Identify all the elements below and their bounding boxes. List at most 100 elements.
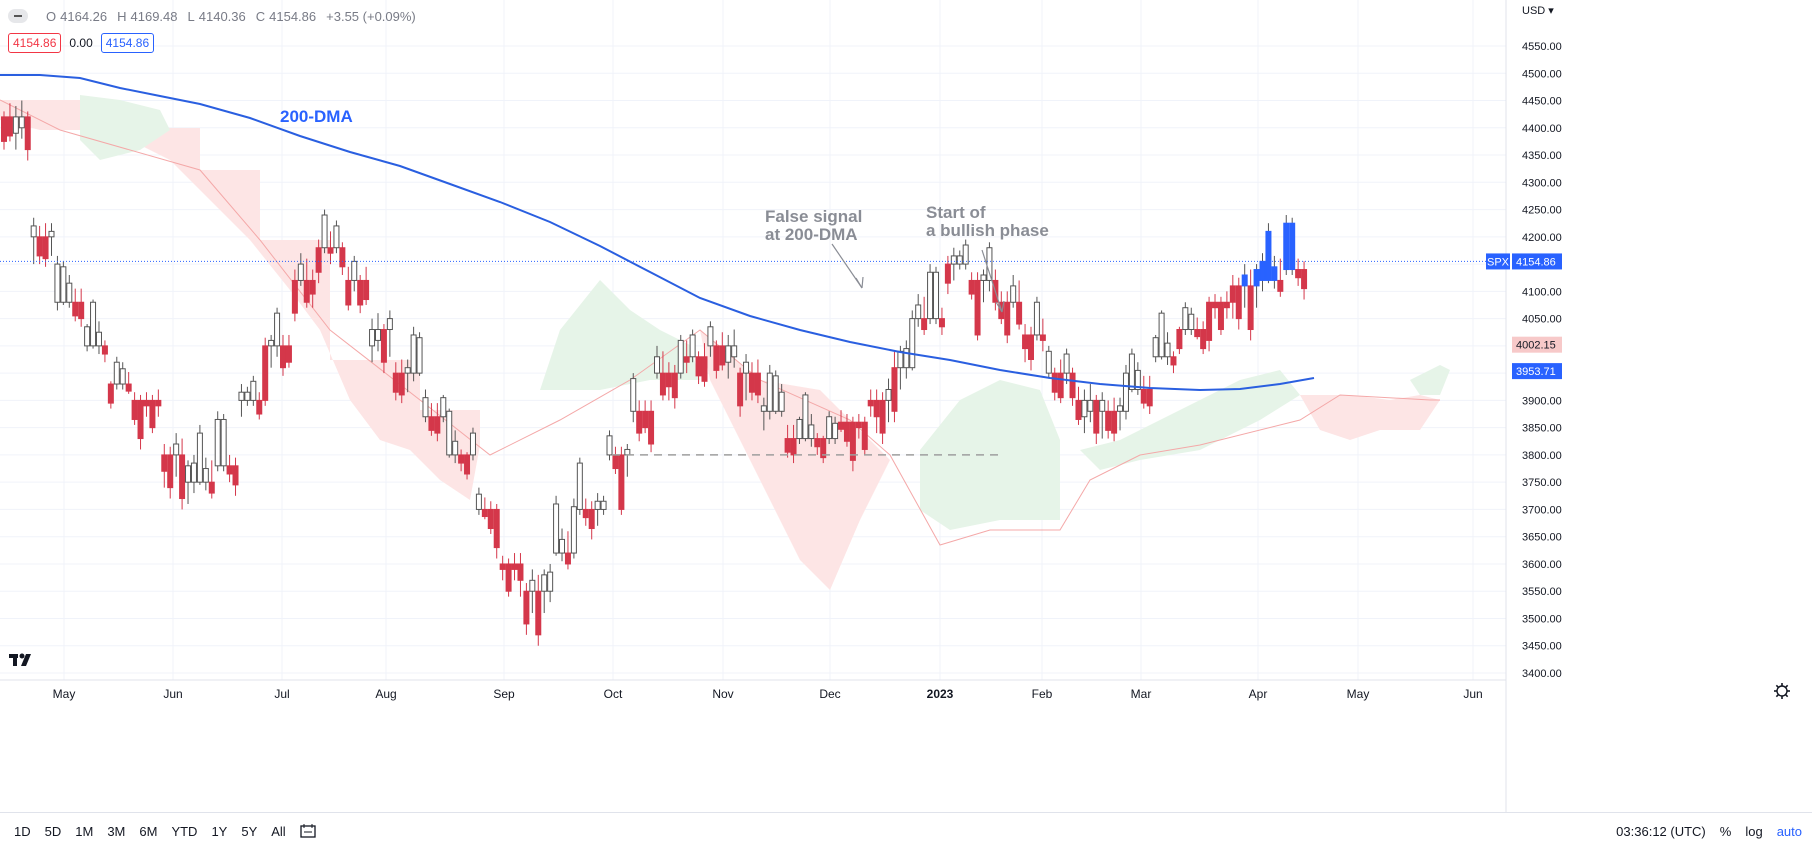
candle xyxy=(1182,302,1189,335)
candle-body xyxy=(303,279,310,303)
candle xyxy=(600,495,607,515)
buy-button[interactable]: 4154.86 xyxy=(100,33,155,53)
candle xyxy=(161,444,168,488)
range-1y[interactable]: 1Y xyxy=(211,824,228,839)
candle-body xyxy=(333,225,340,249)
candle xyxy=(606,430,613,461)
candle xyxy=(309,269,316,308)
candle-body xyxy=(855,421,862,429)
candle-body xyxy=(748,372,755,393)
candle xyxy=(748,362,755,401)
candle-body xyxy=(339,247,346,268)
candle-body xyxy=(719,345,726,366)
candle xyxy=(469,427,476,461)
range-1m[interactable]: 1M xyxy=(75,824,94,839)
candle-body xyxy=(624,448,631,456)
settings-icon[interactable] xyxy=(1774,683,1790,699)
candle-body xyxy=(826,416,833,440)
candle-body xyxy=(885,388,892,401)
date-range-icon[interactable] xyxy=(300,824,316,841)
range-6m[interactable]: 6M xyxy=(139,824,158,839)
candle xyxy=(1206,296,1213,352)
candle-body xyxy=(1004,301,1011,336)
candle xyxy=(731,329,738,368)
candle-body xyxy=(820,438,827,459)
range-1d[interactable]: 1D xyxy=(14,824,31,839)
candle xyxy=(648,400,655,453)
candle-body xyxy=(36,236,43,257)
candle-body xyxy=(1176,329,1183,350)
collapse-legend-icon[interactable] xyxy=(8,9,28,23)
range-3m[interactable]: 3M xyxy=(107,824,126,839)
candle-body xyxy=(1277,279,1284,292)
candle-body xyxy=(683,356,690,363)
range-5y[interactable]: 5Y xyxy=(241,824,258,839)
y-tick-label: 4500.00 xyxy=(1522,68,1562,80)
candle xyxy=(903,340,910,379)
candle xyxy=(24,111,31,161)
candle-body xyxy=(327,247,334,254)
candle xyxy=(1069,367,1076,406)
candle xyxy=(867,389,874,417)
candle-body xyxy=(843,421,850,442)
candle xyxy=(808,414,815,447)
open-value: 4164.26 xyxy=(60,8,108,24)
candle-body xyxy=(125,383,132,392)
log-toggle[interactable]: log xyxy=(1745,824,1763,839)
candle-body xyxy=(618,454,625,510)
percent-toggle[interactable]: % xyxy=(1719,824,1732,839)
candle-body xyxy=(422,397,429,418)
range-5d[interactable]: 5D xyxy=(44,824,62,839)
candle xyxy=(374,313,381,352)
candle-body xyxy=(487,508,494,530)
candle-body xyxy=(90,301,97,347)
time-axis[interactable]: May Jun Jul Aug Sep Oct Nov Dec 2023 Feb Mar Apr May… xyxy=(0,679,1790,701)
dma-200-line xyxy=(0,74,1315,392)
candle xyxy=(398,359,405,404)
candle xyxy=(1146,375,1153,415)
candle-body xyxy=(897,350,904,369)
symbol-label: SPX xyxy=(1487,256,1510,268)
range-ytd[interactable]: YTD xyxy=(171,824,198,839)
price-axis[interactable]: 3400.00 3450.00 3500.00 3550.00 3600.00 3650.… xyxy=(1486,0,1562,812)
candle xyxy=(107,381,114,409)
sell-button[interactable]: 4154.86 xyxy=(8,33,62,53)
candle xyxy=(517,553,524,597)
candle xyxy=(1152,334,1159,363)
candle xyxy=(861,416,868,455)
candle-body xyxy=(190,462,197,483)
candle-body xyxy=(131,399,138,420)
candle xyxy=(820,435,827,464)
candle-body xyxy=(1146,388,1153,407)
candle xyxy=(570,498,577,559)
candle-body xyxy=(380,329,387,363)
candle xyxy=(1164,332,1171,365)
candle-body xyxy=(226,465,233,475)
tradingview-logo xyxy=(9,653,31,666)
ohlc-legend: O 4164.26 H 4169.48 L 4140.36 C 4154.86 +3.5… xyxy=(8,6,420,26)
price-tag xyxy=(1512,253,1562,270)
x-tick-label: Aug xyxy=(375,687,396,701)
candle xyxy=(481,497,488,520)
y-tick-label: 3650.00 xyxy=(1522,532,1562,544)
range-all[interactable]: All xyxy=(271,824,286,839)
candle xyxy=(196,424,203,485)
candle xyxy=(719,332,726,371)
candle-body xyxy=(309,279,316,295)
candle-body xyxy=(1093,399,1100,434)
candle-body xyxy=(766,372,773,412)
candle-body xyxy=(535,590,542,636)
candle-body xyxy=(475,493,482,510)
auto-toggle[interactable]: auto xyxy=(1776,824,1802,839)
candle-body xyxy=(196,432,203,483)
close-value: 4154.86 xyxy=(269,8,317,24)
change-value: +3.55 (+0.09%) xyxy=(326,8,416,24)
candle xyxy=(149,394,156,434)
candle-body xyxy=(559,538,566,554)
candle xyxy=(879,392,886,445)
candle-body xyxy=(392,372,399,393)
candle xyxy=(1010,274,1017,308)
candle-body xyxy=(1075,399,1082,420)
